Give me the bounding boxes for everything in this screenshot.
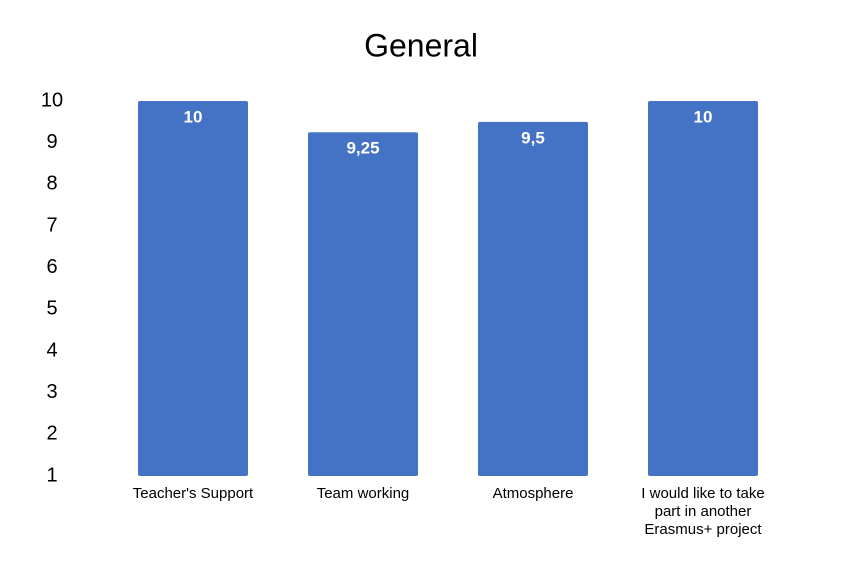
x-tick-label: Atmosphere [492, 485, 574, 502]
y-tick-label: 10 [41, 89, 63, 111]
y-tick-label: 5 [46, 298, 57, 320]
y-tick-label: 4 [46, 339, 57, 361]
y-tick-label: 8 [46, 173, 57, 195]
bar [478, 121, 588, 476]
chart-title: General [364, 27, 478, 63]
data-label: 10 [184, 107, 203, 126]
y-tick-label: 9 [46, 131, 57, 153]
data-label: 9,5 [521, 128, 545, 147]
bar [308, 132, 418, 476]
bar [648, 101, 758, 476]
data-label: 9,25 [346, 139, 379, 158]
x-tick-label: Teacher's Support [132, 485, 254, 502]
y-tick-label: 3 [46, 381, 57, 403]
y-tick-label: 7 [46, 214, 57, 236]
y-tick-label: 1 [46, 464, 57, 486]
data-label: 10 [694, 107, 713, 126]
bar [138, 101, 248, 476]
x-tick-label: I would like to take part in another Era… [641, 485, 765, 538]
x-tick-label: Team working [316, 485, 410, 502]
y-tick-label: 6 [46, 256, 57, 278]
y-tick-label: 2 [46, 423, 57, 445]
